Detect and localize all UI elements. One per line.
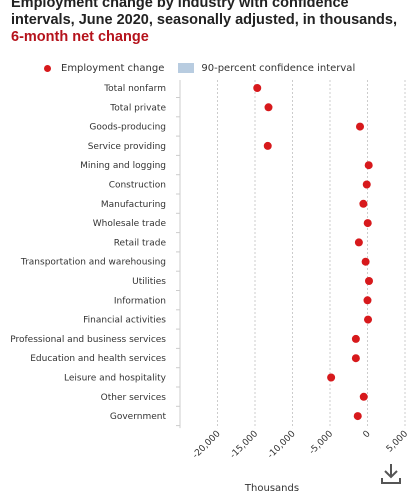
category-label: Total nonfarm bbox=[103, 84, 166, 94]
chart-title: Employment change by industry with confi… bbox=[11, 0, 406, 46]
x-tick-label: -20,000 bbox=[191, 429, 223, 461]
x-tick-label: -15,000 bbox=[228, 429, 260, 461]
category-label: Manufacturing bbox=[101, 200, 166, 210]
category-ticks bbox=[176, 97, 180, 427]
gridlines bbox=[217, 80, 406, 429]
legend-point-marker[interactable] bbox=[44, 64, 51, 72]
category-label: Retail trade bbox=[114, 238, 167, 248]
data-point[interactable] bbox=[327, 373, 336, 382]
data-points bbox=[253, 84, 373, 421]
data-point[interactable] bbox=[359, 199, 368, 208]
data-point[interactable] bbox=[351, 354, 360, 363]
chart-title-main: Employment change by industry with confi… bbox=[11, 0, 397, 28]
category-label: Total private bbox=[109, 103, 166, 113]
x-axis-title: Thousands bbox=[244, 483, 299, 494]
category-label: Wholesale trade bbox=[93, 219, 167, 229]
category-label: Professional and business services bbox=[10, 335, 166, 345]
category-label: Utilities bbox=[132, 277, 166, 287]
category-label: Goods-producing bbox=[89, 123, 166, 133]
category-label: Government bbox=[110, 412, 167, 422]
category-label: Information bbox=[114, 296, 166, 306]
data-point[interactable] bbox=[364, 315, 373, 324]
category-label: Service providing bbox=[88, 142, 166, 152]
x-tick-label: 0 bbox=[361, 429, 372, 440]
data-point[interactable] bbox=[363, 219, 372, 228]
x-tick-labels: -20,000 -15,000 -10,000 -5,000 0 5,000 bbox=[191, 429, 410, 461]
category-label: Financial activities bbox=[83, 316, 166, 326]
data-point[interactable] bbox=[363, 296, 372, 305]
data-point[interactable] bbox=[263, 141, 272, 150]
download-icon[interactable] bbox=[380, 462, 402, 486]
category-label: Transportation and warehousing bbox=[20, 258, 166, 268]
x-tick-label: -10,000 bbox=[266, 429, 298, 461]
category-label: Mining and logging bbox=[80, 161, 166, 171]
data-point[interactable] bbox=[364, 161, 373, 170]
data-point[interactable] bbox=[356, 122, 364, 131]
data-point[interactable] bbox=[362, 180, 371, 189]
data-point[interactable] bbox=[264, 103, 273, 112]
data-point[interactable] bbox=[354, 238, 363, 247]
category-label: Leisure and hospitality bbox=[64, 374, 167, 384]
data-point[interactable] bbox=[353, 412, 362, 421]
category-labels: Total nonfarm Total private Goods-producin… bbox=[10, 84, 166, 422]
data-point[interactable] bbox=[253, 84, 262, 92]
x-tick-label: -5,000 bbox=[308, 429, 336, 457]
legend-confidence-swatch[interactable] bbox=[178, 63, 195, 73]
data-point[interactable] bbox=[361, 257, 370, 266]
legend-employment-change-label[interactable]: Employment change bbox=[61, 62, 165, 74]
category-label: Other services bbox=[101, 393, 167, 403]
data-point[interactable] bbox=[365, 277, 373, 285]
x-tick-label: 5,000 bbox=[385, 429, 410, 454]
legend-confidence-label[interactable]: 90-percent confidence interval bbox=[201, 62, 356, 74]
chart-legend: Employment change 90-percent confidence … bbox=[44, 60, 355, 76]
category-label: Construction bbox=[109, 181, 166, 191]
data-point[interactable] bbox=[359, 392, 368, 401]
category-label: Education and health services bbox=[30, 354, 166, 364]
data-point[interactable] bbox=[351, 334, 360, 343]
chart-title-highlight: 6-month net change bbox=[11, 29, 149, 45]
